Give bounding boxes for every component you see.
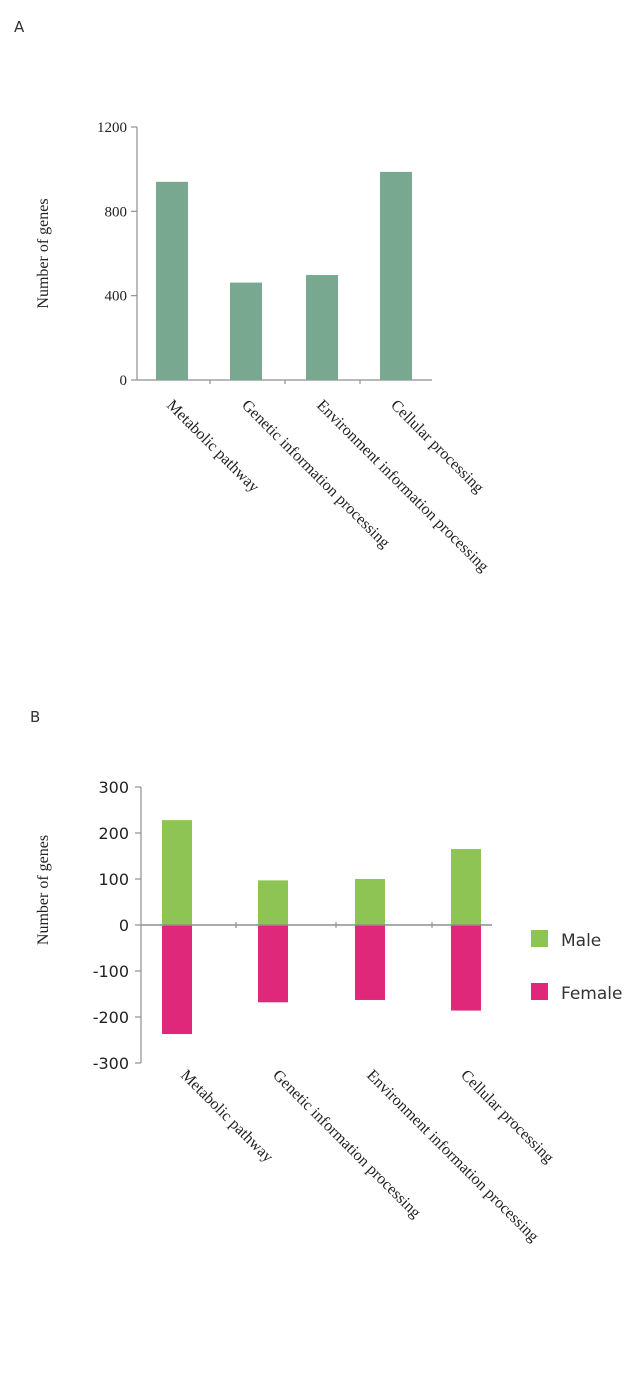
panel-a-y-tick-label: 800 <box>105 204 128 220</box>
panel-b-legend-swatch-female <box>531 983 548 1000</box>
panel-a-bar-1 <box>156 181 188 380</box>
panel-a-bar-2 <box>230 282 262 380</box>
panel-a-bar-3 <box>306 275 338 380</box>
panel-b-y-tick-label: 200 <box>98 824 129 843</box>
panel-b-category-label: Genetic information processing <box>269 1067 424 1222</box>
panel-b-y-tick-label: 100 <box>98 870 129 889</box>
panel-b-bar-male-2 <box>258 880 288 925</box>
panel-b-legend-label-female: Female <box>561 984 622 1004</box>
panel-b-legend-label-male: Male <box>561 931 601 951</box>
panel-b-y-tick-label: -200 <box>93 1008 129 1027</box>
panel-b-y-tick-label: 300 <box>98 778 129 797</box>
panel-b-y-axis-label: Number of genes <box>35 835 52 945</box>
panel-b-category-label: Environment information processing <box>363 1067 542 1246</box>
panel-b-bar-female-1 <box>162 925 192 1035</box>
panel-b-legend-swatch-male <box>531 930 548 947</box>
panel-b-bar-male-1 <box>162 820 192 925</box>
panel-a-bar-4 <box>380 171 412 380</box>
panel-a-y-axis-label: Number of genes <box>35 198 52 308</box>
panel-a-y-tick-label: 1200 <box>97 120 127 136</box>
panel-a-y-tick-label: 0 <box>120 373 128 389</box>
panel-a-letter: A <box>14 18 25 36</box>
panel-b-y-tick-label: 0 <box>119 916 129 935</box>
panel-b-bar-male-3 <box>355 879 385 925</box>
panel-a-category-label: Genetic information processing <box>238 397 393 552</box>
panel-b-category-label: Metabolic pathway <box>177 1067 276 1166</box>
panel-b-y-tick-label: -300 <box>93 1054 129 1073</box>
panel-b-bar-female-2 <box>258 925 288 1003</box>
panel-b-bar-female-3 <box>355 925 385 1000</box>
panel-a-y-tick-label: 400 <box>105 289 128 305</box>
panel-b-bar-male-4 <box>451 849 481 925</box>
panel-b-category-label: Cellular processing <box>457 1067 557 1167</box>
panel-b-letter: B <box>30 708 40 726</box>
panel-b-bar-female-4 <box>451 925 481 1011</box>
panel-b-y-tick-label: -100 <box>93 962 129 981</box>
